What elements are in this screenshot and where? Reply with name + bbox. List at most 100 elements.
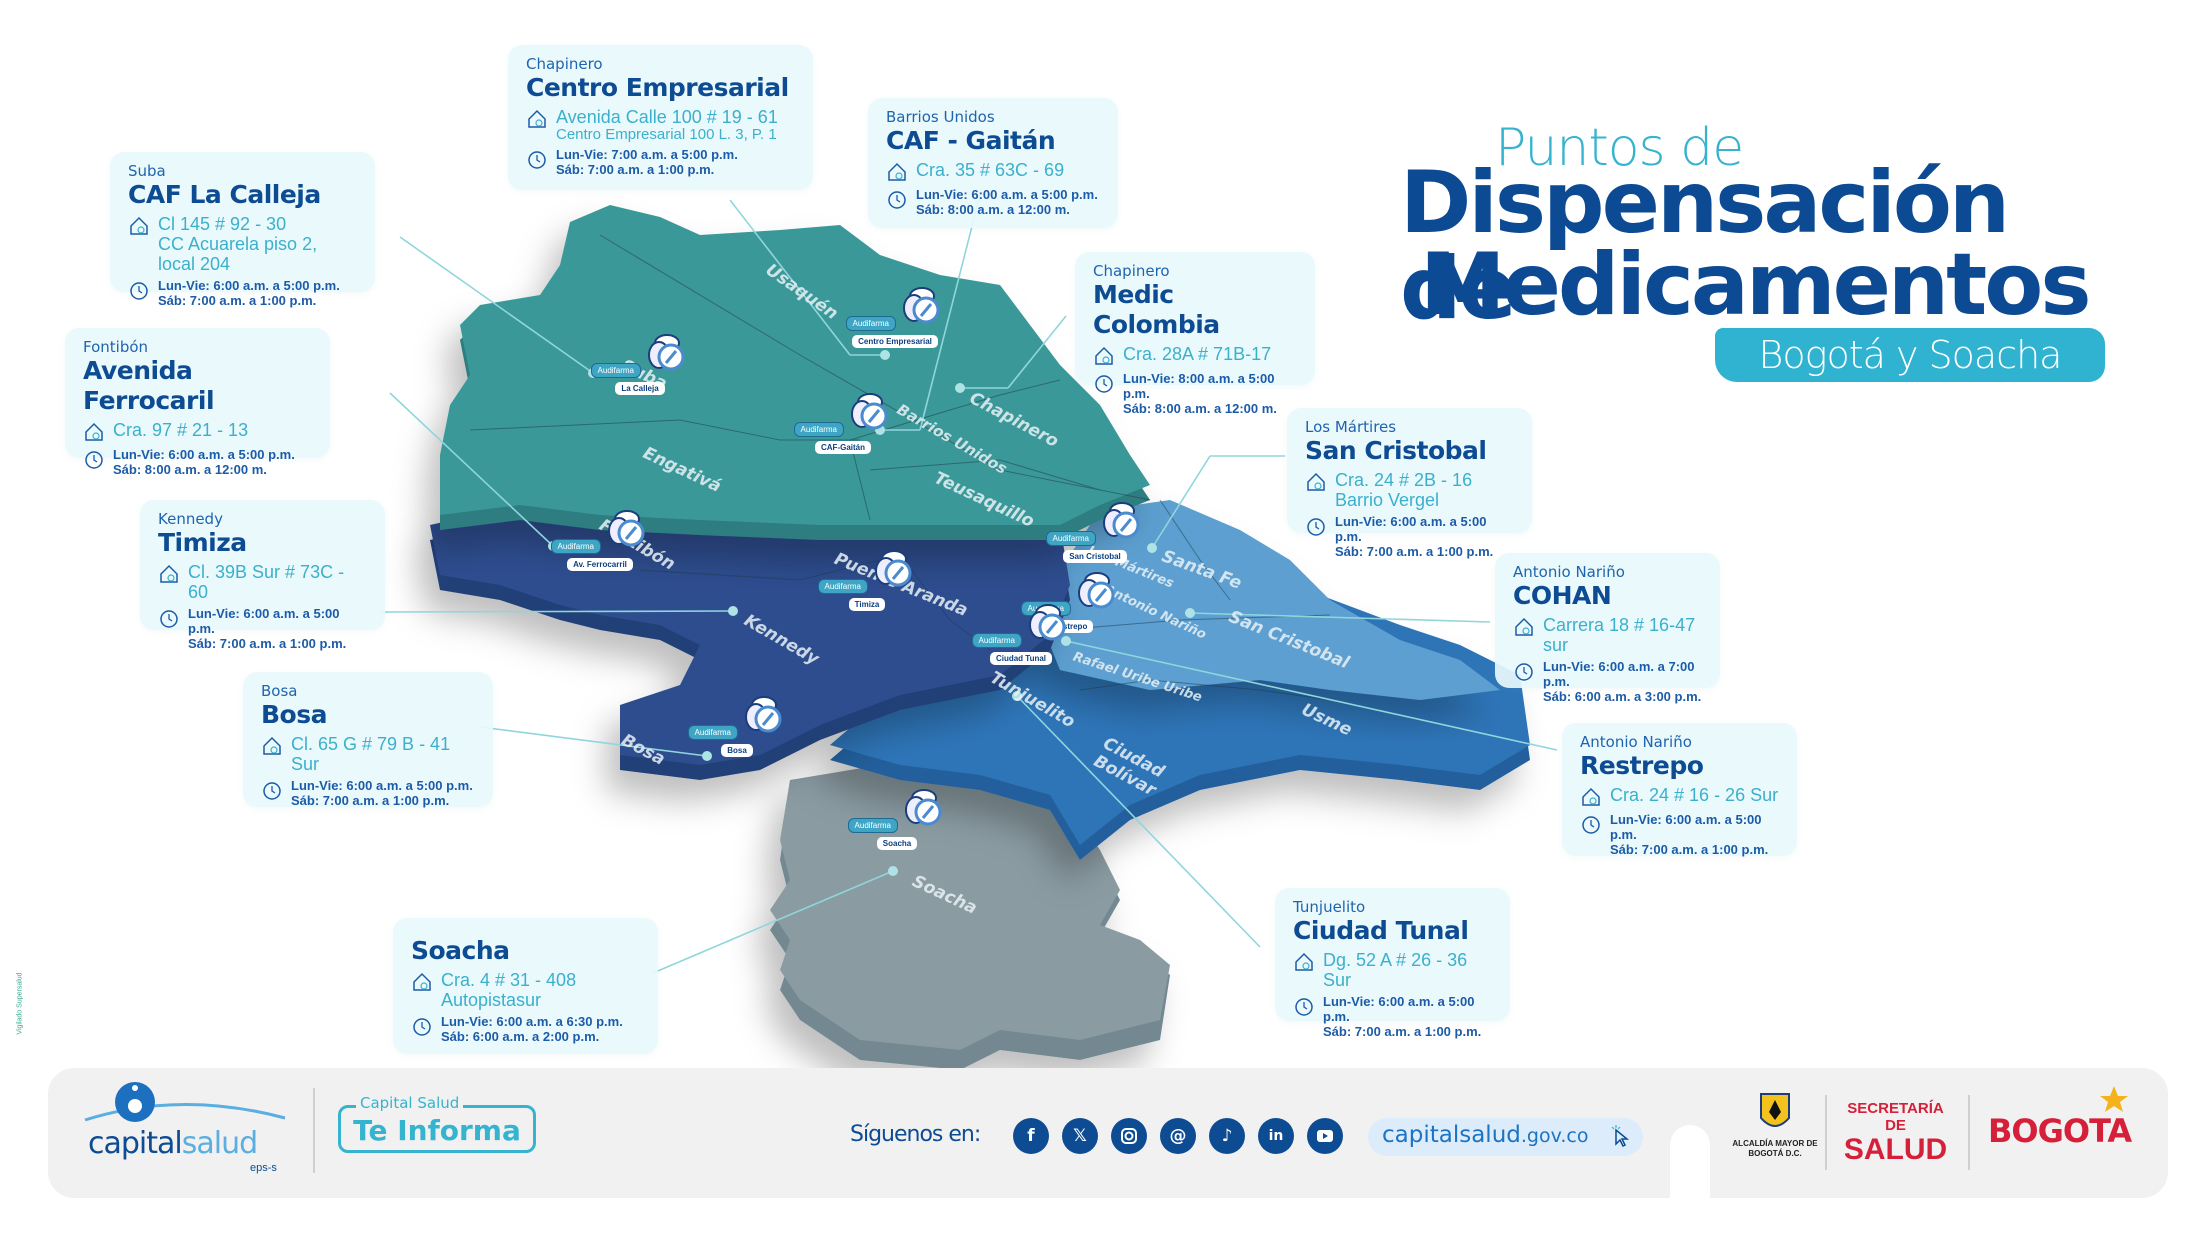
card-locality: Chapinero xyxy=(526,55,603,73)
location-card-cohan[interactable]: Antonio Nariño COHAN Carrera 18 # 16-47 … xyxy=(1495,553,1720,704)
tiktok-icon[interactable]: ♪ xyxy=(1209,1118,1245,1154)
location-card-avenida-ferrocaril[interactable]: Fontibón Avenida Ferrocaril Cra. 97 # 21… xyxy=(65,328,330,477)
card-name: Bosa xyxy=(261,700,327,729)
map-marker[interactable]: Audifarma Bosa xyxy=(682,689,792,758)
map-marker[interactable]: Audifarma Ciudad Tunal xyxy=(966,597,1076,666)
card-hours-weekdays: Lun-Vie: 6:00 a.m. a 6:30 p.m. xyxy=(441,1014,623,1029)
location-card-san-cristobal[interactable]: Los Mártires San Cristobal Cra. 24 # 2B … xyxy=(1287,408,1532,559)
marker-tag: Audifarma xyxy=(971,633,1022,648)
clock-icon xyxy=(1307,518,1325,536)
location-card-restrepo[interactable]: Antonio Nariño Restrepo Cra. 24 # 16 - 2… xyxy=(1562,723,1797,857)
title-line-1: Dispensación de xyxy=(1400,153,2010,339)
pill-icon xyxy=(745,696,782,733)
pill-icon xyxy=(905,789,942,826)
location-card-ciudad-tunal[interactable]: Tunjuelito Ciudad Tunal Dg. 52 A # 26 - … xyxy=(1275,888,1510,1039)
footer-bar xyxy=(48,1068,2168,1198)
facebook-icon[interactable]: f xyxy=(1013,1118,1049,1154)
home-location-icon xyxy=(528,109,546,128)
location-card-centro-empresarial[interactable]: Chapinero Centro Empresarial Avenida Cal… xyxy=(508,45,813,190)
clock-icon xyxy=(1295,998,1313,1016)
location-card-medic-colombia[interactable]: Chapinero Medic Colombia Cra. 28A # 71B-… xyxy=(1075,252,1315,416)
pill-icon xyxy=(875,550,912,587)
card-locality: Tunjuelito xyxy=(1293,898,1366,916)
logo-eps: eps-s xyxy=(250,1162,277,1174)
linkedin-icon[interactable]: in xyxy=(1258,1118,1294,1154)
website-main: capitalsalud xyxy=(1382,1122,1521,1148)
clock-icon xyxy=(85,451,103,469)
home-location-icon xyxy=(413,972,431,991)
logo-capital: capital xyxy=(88,1126,183,1161)
location-card-la-calleja[interactable]: Suba CAF La Calleja Cl 145 # 92 - 30 CC A… xyxy=(110,152,375,308)
north-region xyxy=(440,205,1150,540)
card-name: Timiza xyxy=(158,528,247,557)
card-hours-weekdays: Lun-Vie: 6:00 a.m. a 5:00 p.m. xyxy=(291,778,473,793)
marker-tag: Audifarma xyxy=(550,539,601,554)
map-marker[interactable]: Audifarma La Calleja xyxy=(585,327,695,396)
threads-icon[interactable]: @ xyxy=(1160,1118,1196,1154)
te-informa-big: Te Informa xyxy=(353,1114,521,1147)
location-card-caf-gaitan[interactable]: Barrios Unidos CAF - Gaitán Cra. 35 # 63… xyxy=(868,98,1118,228)
youtube-icon[interactable] xyxy=(1307,1118,1343,1154)
clock-icon xyxy=(528,151,546,169)
te-informa-small: Capital Salud xyxy=(356,1094,464,1112)
marker-tag: Audifarma xyxy=(793,422,844,437)
card-name: Centro Empresarial xyxy=(526,73,789,102)
card-hours-saturday: Sáb: 8:00 a.m. a 12:00 m. xyxy=(1123,401,1277,416)
website-text[interactable]: capitalsalud.gov.co xyxy=(1382,1122,1589,1148)
clock-icon xyxy=(888,191,906,209)
card-address: Cra. 97 # 21 - 13 xyxy=(113,420,249,440)
secretaria-top: SECRETARÍA DE xyxy=(1847,1100,1944,1134)
card-address: Cl. 39B Sur # 73C - 60 xyxy=(188,562,345,602)
home-location-icon xyxy=(263,736,281,755)
clock-icon xyxy=(263,782,281,800)
card-name: Ciudad Tunal xyxy=(1293,916,1469,945)
card-address: Cl. 65 G # 79 B - 41 Sur xyxy=(291,734,451,774)
marker-label: San Cristobal xyxy=(1063,550,1127,563)
card-locality: Fontibón xyxy=(83,338,149,356)
website-link[interactable] xyxy=(1368,1118,1643,1156)
card-hours-saturday: Sáb: 8:00 a.m. a 12:00 m. xyxy=(113,462,267,477)
capitalsalud-emblem-icon xyxy=(84,1082,286,1122)
marker-label: Av. Ferrocarril xyxy=(567,558,633,571)
logo-salud: salud xyxy=(181,1126,258,1161)
map-marker[interactable]: Audifarma CAF-Gaitán xyxy=(788,386,898,455)
x-icon[interactable]: 𝕏 xyxy=(1062,1118,1098,1154)
map-marker[interactable]: Audifarma Timiza xyxy=(812,543,922,612)
bogota-text: BOGOTA xyxy=(1988,1112,2132,1150)
map-marker[interactable]: Audifarma San Cristobal xyxy=(1040,495,1150,564)
card-name: Soacha xyxy=(411,936,510,965)
card-locality: Los Mártires xyxy=(1305,418,1397,436)
home-location-icon xyxy=(1095,346,1113,365)
card-address: Cra. 28A # 71B-17 xyxy=(1123,344,1272,364)
card-hours-saturday: Sáb: 7:00 a.m. a 1:00 p.m. xyxy=(291,793,450,808)
home-location-icon xyxy=(888,162,906,181)
card-hours-saturday: Sáb: 7:00 a.m. a 1:00 p.m. xyxy=(1323,1024,1482,1039)
pill-icon xyxy=(648,334,685,371)
card-hours-saturday: Sáb: 7:00 a.m. a 1:00 p.m. xyxy=(188,636,347,651)
map-marker[interactable]: Audifarma Av. Ferrocarril xyxy=(545,503,655,572)
card-address: Carrera 18 # 16-47 sur xyxy=(1543,615,1696,655)
location-card-soacha[interactable]: Soacha Cra. 4 # 31 - 408 Autopistasur Lu… xyxy=(393,918,658,1054)
star-icon xyxy=(2100,1086,2128,1112)
card-hours-saturday: Sáb: 7:00 a.m. a 1:00 p.m. xyxy=(1610,842,1769,857)
marker-label: Centro Empresarial xyxy=(852,335,938,348)
card-hours-weekdays: Lun-Vie: 6:00 a.m. a 5:00 p.m. xyxy=(188,606,340,636)
card-locality: Chapinero xyxy=(1093,262,1170,280)
marker-label: La Calleja xyxy=(615,382,665,395)
location-card-bosa[interactable]: Bosa Bosa Cl. 65 G # 79 B - 41 Sur Lun-V… xyxy=(243,672,493,808)
location-card-timiza[interactable]: Kennedy Timiza Cl. 39B Sur # 73C - 60 Lu… xyxy=(140,500,385,651)
card-name: San Cristobal xyxy=(1305,436,1487,465)
card-hours-weekdays: Lun-Vie: 7:00 a.m. a 5:00 p.m. xyxy=(556,147,738,162)
map-marker[interactable]: Audifarma Soacha xyxy=(842,782,952,851)
card-hours-saturday: Sáb: 7:00 a.m. a 1:00 p.m. xyxy=(158,293,317,308)
card-name: CAF La Calleja xyxy=(128,180,321,209)
card-hours-weekdays: Lun-Vie: 6:00 a.m. a 7:00 p.m. xyxy=(1543,659,1695,689)
card-name: Restrepo xyxy=(1580,751,1704,780)
instagram-icon[interactable] xyxy=(1111,1118,1147,1154)
marker-label: Soacha xyxy=(876,837,918,850)
capitalsalud-logo[interactable]: capitalsalud eps-s xyxy=(80,1080,290,1180)
card-hours-saturday: Sáb: 8:00 a.m. a 12:00 m. xyxy=(916,202,1070,217)
te-informa-badge[interactable]: Capital Salud Te Informa xyxy=(338,1094,536,1153)
home-location-icon xyxy=(130,216,148,235)
map-marker[interactable]: Audifarma Centro Empresarial xyxy=(840,280,950,349)
